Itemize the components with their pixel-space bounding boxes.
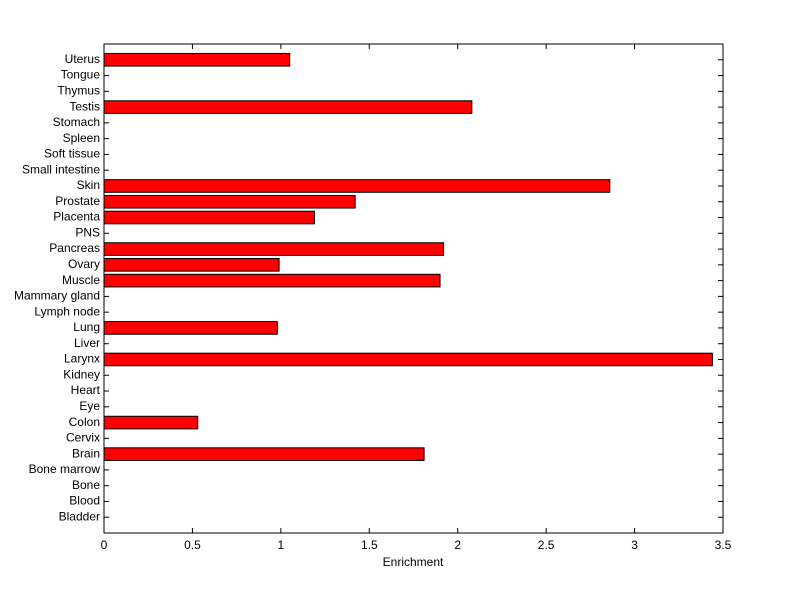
y-tick-label: Colon <box>69 415 100 429</box>
y-tick-label: Placenta <box>53 210 100 224</box>
y-tick-label: Brain <box>72 446 100 460</box>
y-tick-label: Stomach <box>53 115 100 129</box>
y-tick-label: Skin <box>77 178 100 192</box>
y-tick-label: Uterus <box>65 52 100 66</box>
y-tick-label: Liver <box>74 336 100 350</box>
y-tick-label: Mammary gland <box>14 289 100 303</box>
bar <box>103 352 713 367</box>
x-tick-label: 1 <box>278 538 285 552</box>
bar <box>103 242 445 256</box>
x-axis-label: Enrichment <box>383 555 444 569</box>
y-tick-label: Ovary <box>68 257 100 271</box>
bar <box>103 415 199 430</box>
bar <box>103 194 356 209</box>
bar <box>103 273 441 288</box>
bar <box>103 321 278 335</box>
y-tick-label: Pancreas <box>49 241 100 255</box>
bar <box>103 210 315 225</box>
y-tick-label: Larynx <box>64 352 100 366</box>
x-tick-label: 1.5 <box>361 538 378 552</box>
x-tick-label: 3 <box>631 538 638 552</box>
y-tick-label: Bone <box>72 478 100 492</box>
y-tick-label: Blood <box>69 494 100 508</box>
y-tick-label: Thymus <box>57 83 100 97</box>
y-tick-label: Bone marrow <box>29 462 101 476</box>
bar <box>103 258 280 272</box>
y-tick-label: PNS <box>75 225 100 239</box>
x-tick-label: 2.5 <box>538 538 555 552</box>
y-tick-label: Muscle <box>62 273 100 287</box>
bar <box>103 179 611 193</box>
x-tick-label: 0.5 <box>184 538 201 552</box>
y-tick-label: Testis <box>69 99 100 113</box>
y-tick-label: Kidney <box>63 367 100 381</box>
y-tick-label: Lung <box>73 320 100 334</box>
y-tick-label: Prostate <box>55 194 100 208</box>
y-tick-label: Eye <box>79 399 100 413</box>
y-tick-label: Cervix <box>66 431 100 445</box>
y-tick-label: Small intestine <box>22 162 100 176</box>
bar <box>103 447 425 461</box>
x-tick-label: 3.5 <box>715 538 732 552</box>
y-tick-label: Heart <box>71 383 101 397</box>
y-tick-label: Bladder <box>59 509 100 523</box>
y-tick-label: Spleen <box>63 131 100 145</box>
y-tick-label: Lymph node <box>34 304 100 318</box>
y-tick-label: Soft tissue <box>44 147 100 161</box>
bar <box>103 52 291 67</box>
y-tick-label: Tongue <box>61 68 101 82</box>
x-tick-label: 2 <box>454 538 461 552</box>
x-tick-label: 0 <box>101 538 108 552</box>
bar <box>103 100 473 114</box>
